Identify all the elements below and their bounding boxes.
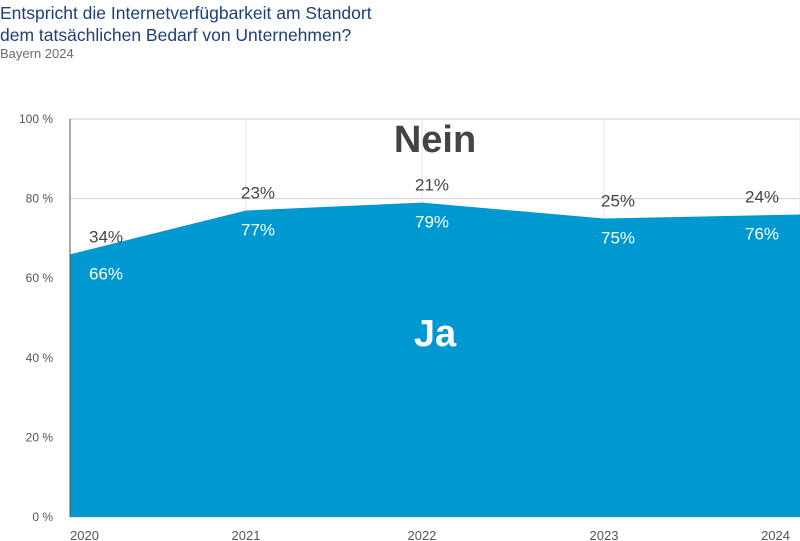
y-tick-label-20: 20 %	[26, 430, 54, 444]
area-label-nein: Nein	[394, 119, 476, 161]
x-tick-label-2022: 2022	[408, 528, 437, 541]
y-tick-label-80: 80 %	[26, 192, 54, 206]
chart-subtitle: Bayern 2024	[0, 46, 74, 61]
data-label-ja-2022: 79%	[415, 213, 449, 232]
data-label-ja-2020: 66%	[89, 264, 123, 283]
data-label-ja-2021: 77%	[241, 221, 275, 240]
data-label-nein-2023: 25%	[601, 192, 635, 211]
data-label-nein-2020: 34%	[89, 227, 123, 246]
area-label-ja: Ja	[414, 313, 457, 355]
data-label-nein-2024: 24%	[745, 188, 779, 207]
x-tick-label-2023: 2023	[590, 528, 619, 541]
data-label-nein-2022: 21%	[415, 176, 449, 195]
y-tick-label-60: 60 %	[26, 271, 54, 285]
x-tick-label-2021: 2021	[232, 528, 261, 541]
x-tick-label-2020: 2020	[70, 528, 99, 541]
y-tick-label-100: 100 %	[19, 112, 53, 126]
area-ja	[70, 202, 800, 517]
y-tick-label-40: 40 %	[26, 351, 54, 365]
x-tick-label-2024: 2024	[761, 528, 790, 541]
data-label-nein-2021: 23%	[241, 184, 275, 203]
chart-title: Entspricht die Internetverfügbarkeit am …	[0, 2, 372, 46]
y-tick-label-0: 0 %	[32, 510, 53, 524]
chart-title-line-1: Entspricht die Internetverfügbarkeit am …	[0, 3, 372, 23]
data-label-ja-2024: 76%	[745, 225, 779, 244]
data-label-ja-2023: 75%	[601, 229, 635, 248]
chart-title-line-2: dem tatsächlichen Bedarf von Unternehmen…	[0, 25, 352, 45]
